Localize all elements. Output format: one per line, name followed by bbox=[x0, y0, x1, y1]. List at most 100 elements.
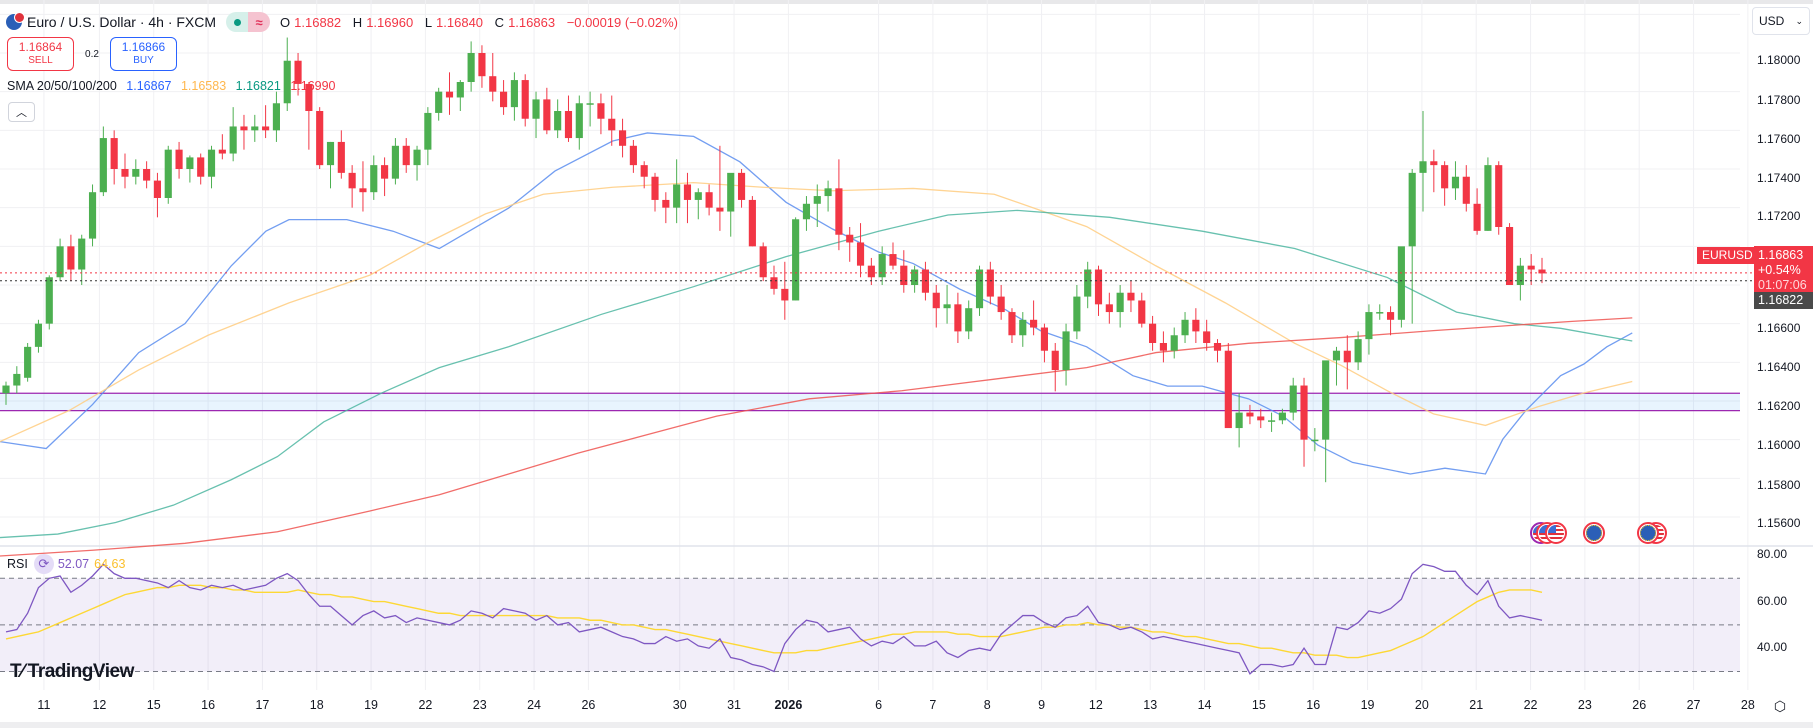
time-axis-label: 12 bbox=[1088, 698, 1103, 712]
buy-button[interactable]: 1.16866 BUY bbox=[110, 37, 177, 71]
high-label: H bbox=[352, 14, 363, 30]
price-axis-label: 1.16000 bbox=[1757, 438, 1801, 453]
time-axis-label: 28 bbox=[1740, 698, 1755, 712]
sma100-value: 1.16821 bbox=[235, 79, 281, 93]
time-axis-label: 31 bbox=[727, 698, 741, 712]
sma50-value: 1.16583 bbox=[180, 79, 227, 93]
time-axis-label: 26 bbox=[581, 698, 596, 712]
event-marker-eu[interactable] bbox=[1637, 522, 1659, 544]
rsi-axis-label: 60.00 bbox=[1757, 594, 1788, 608]
time-axis-label: 17 bbox=[255, 698, 270, 712]
time-axis-label: 30 bbox=[672, 698, 687, 712]
price-axis-label: 1.17400 bbox=[1757, 171, 1801, 186]
time-axis-label: 13 bbox=[1143, 698, 1158, 712]
sma20-value: 1.16867 bbox=[126, 79, 172, 93]
event-marker-eu[interactable] bbox=[1583, 522, 1605, 544]
time-axis-label: 6 bbox=[875, 698, 883, 712]
sma-legend[interactable]: SMA 20/50/100/200 1.16867 1.16583 1.1682… bbox=[7, 79, 342, 93]
collapse-legend-button[interactable]: ︿ bbox=[8, 102, 35, 122]
time-axis-label: 16 bbox=[1306, 698, 1321, 712]
rsi-axis-label: 80.00 bbox=[1757, 547, 1788, 561]
price-axis-label: 1.15600 bbox=[1757, 515, 1801, 530]
high-value: 1.16960 bbox=[366, 14, 414, 30]
bar-countdown: 01:07:06 bbox=[1758, 278, 1807, 292]
chevron-up-icon: ︿ bbox=[16, 107, 27, 119]
support-zone-rectangle bbox=[0, 392, 1740, 412]
last-price-tag: 1.16863 +0.54% 01:07:06 bbox=[1754, 246, 1813, 292]
last-price: 1.16863 bbox=[1758, 248, 1804, 262]
symbol-legend[interactable]: Euro / U.S. Dollar · 4h · FXCM ≈ O 1.1688… bbox=[6, 12, 682, 32]
price-axis-label: 1.17800 bbox=[1757, 92, 1801, 107]
chevron-down-icon: ⌄ bbox=[1795, 15, 1803, 26]
top-border bbox=[0, 0, 1813, 4]
sell-price: 1.16864 bbox=[18, 40, 63, 54]
grid-lines bbox=[0, 0, 1813, 690]
chart-settings-icon[interactable]: ⬡ bbox=[1773, 697, 1787, 714]
time-axis-label: 7 bbox=[929, 698, 937, 712]
ohlc-values: O 1.16882 H 1.16960 L 1.16840 C 1.16863 −0.0… bbox=[280, 15, 682, 30]
time-axis-label: 22 bbox=[1523, 698, 1538, 712]
trade-buttons: 1.16864 SELL 0.2 1.16866 BUY bbox=[7, 37, 177, 71]
time-axis-label: 16 bbox=[201, 698, 216, 712]
low-label: L bbox=[424, 14, 433, 30]
candlestick-series bbox=[2, 37, 1546, 483]
price-axis-label: 1.16600 bbox=[1757, 321, 1801, 336]
time-axis-label: 19 bbox=[364, 698, 379, 712]
low-value: 1.16840 bbox=[436, 14, 484, 30]
price-axis-label: 1.17600 bbox=[1757, 131, 1801, 146]
rsi-value: 52.07 bbox=[57, 557, 90, 571]
us-flag-icon bbox=[1548, 525, 1564, 541]
price-axis-label: 1.15800 bbox=[1757, 477, 1801, 492]
sma200-value: 1.16990 bbox=[290, 79, 336, 93]
open-value: 1.16882 bbox=[294, 14, 342, 30]
currency-value: USD bbox=[1759, 14, 1785, 28]
buy-price: 1.16866 bbox=[121, 40, 166, 54]
price-axis-label: 1.17200 bbox=[1757, 209, 1801, 224]
price-lines bbox=[0, 272, 1754, 282]
tradingview-mark-icon: T⁄ bbox=[10, 661, 24, 682]
price-axis-label: 1.18000 bbox=[1757, 53, 1801, 68]
sma-label: SMA 20/50/100/200 bbox=[7, 79, 117, 93]
time-axis-label: 2026 bbox=[774, 698, 803, 712]
sell-button[interactable]: 1.16864 SELL bbox=[7, 37, 74, 71]
market-status-pill[interactable]: ≈ bbox=[226, 12, 271, 32]
currency-select[interactable]: USD ⌄ bbox=[1752, 7, 1810, 35]
market-open-icon bbox=[226, 12, 249, 32]
buy-label: BUY bbox=[133, 55, 154, 66]
close-label: C bbox=[494, 14, 505, 30]
open-label: O bbox=[280, 14, 291, 30]
time-axis-label: 12 bbox=[92, 698, 107, 712]
eu-flag-icon bbox=[1640, 525, 1656, 541]
rsi-legend[interactable]: RSI ⟳ 52.07 64.63 bbox=[7, 554, 125, 574]
time-axis-label: 14 bbox=[1197, 698, 1212, 712]
time-axis-label: 8 bbox=[983, 698, 991, 712]
rsi-pane bbox=[0, 563, 1740, 675]
close-value: 1.16863 bbox=[508, 14, 556, 30]
time-axis-label: 21 bbox=[1469, 698, 1484, 712]
rsi-ma-value: 64.63 bbox=[94, 557, 126, 571]
time-axis-label: 24 bbox=[527, 698, 542, 712]
time-axis-label: 9 bbox=[1038, 698, 1046, 712]
rsi-refresh-icon[interactable]: ⟳ bbox=[33, 554, 54, 574]
bottom-border bbox=[0, 722, 1813, 728]
eur-usd-flag-icon bbox=[6, 12, 25, 30]
symbol-title[interactable]: Euro / U.S. Dollar · 4h · FXCM bbox=[27, 14, 217, 30]
time-axis-label: 26 bbox=[1632, 698, 1647, 712]
last-change: +0.54% bbox=[1758, 263, 1801, 277]
prev-close-tag: 1.16822 bbox=[1754, 292, 1813, 309]
time-axis-label: 23 bbox=[1577, 698, 1592, 712]
spread-value: 0.2 bbox=[85, 48, 99, 60]
change-value: −0.00019 (−0.02%) bbox=[566, 14, 678, 30]
time-axis-label: 23 bbox=[472, 698, 487, 712]
rsi-axis-label: 40.00 bbox=[1757, 640, 1788, 654]
price-axis-label: 1.16400 bbox=[1757, 359, 1801, 374]
eu-flag-icon bbox=[1586, 525, 1602, 541]
time-axis-label: 15 bbox=[1251, 698, 1266, 712]
tradingview-logo[interactable]: T⁄ TradingView bbox=[10, 661, 134, 683]
delayed-data-icon: ≈ bbox=[248, 12, 271, 32]
time-axis-label: 19 bbox=[1360, 698, 1375, 712]
event-marker-us[interactable] bbox=[1545, 522, 1567, 544]
rsi-label: RSI bbox=[7, 557, 28, 571]
